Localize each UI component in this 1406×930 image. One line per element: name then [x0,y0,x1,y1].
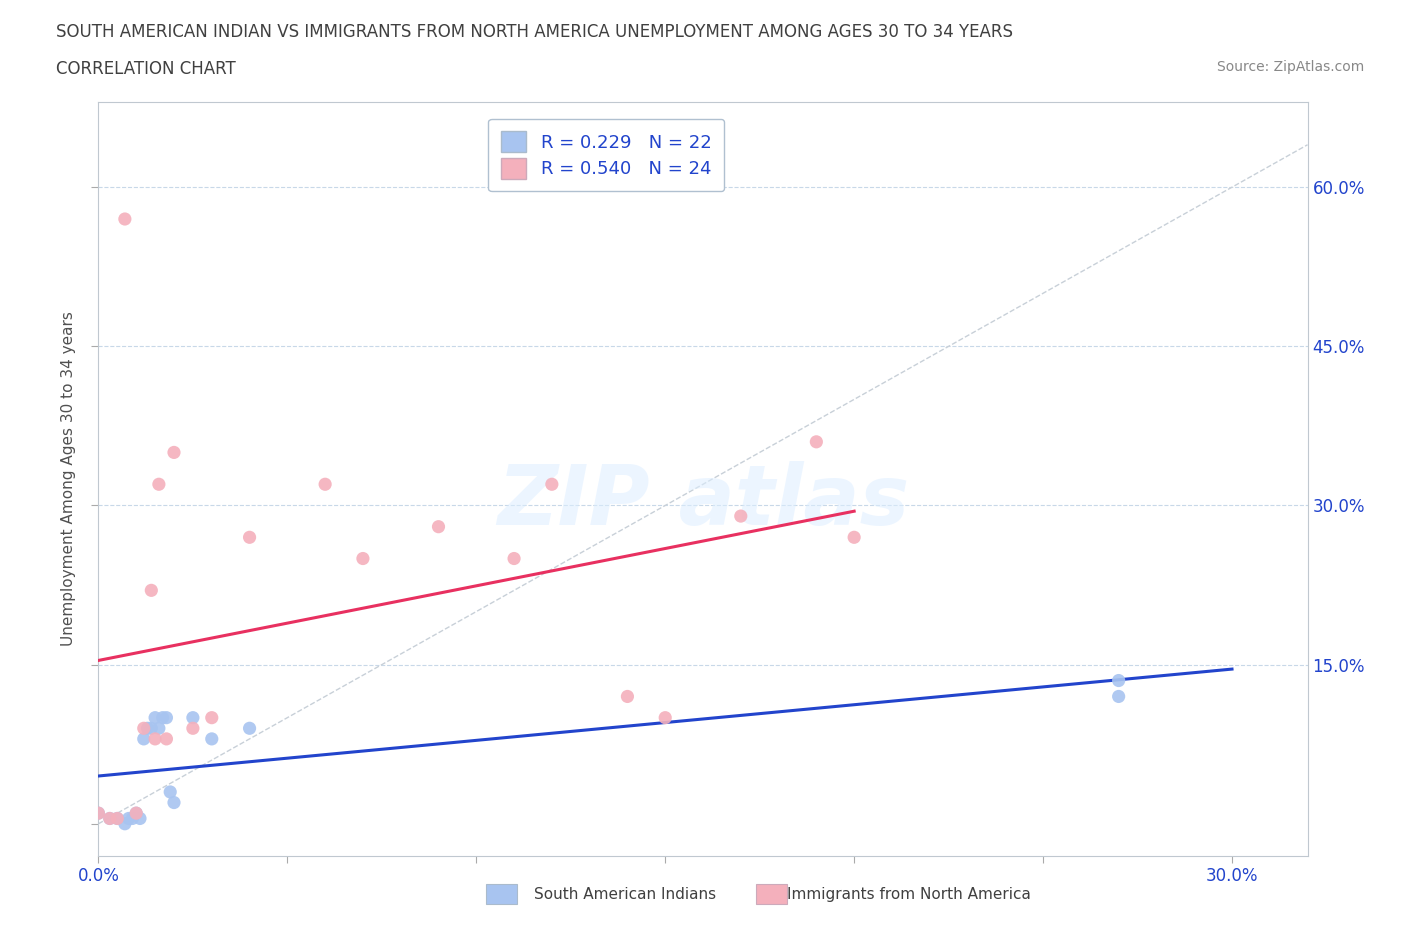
Point [806,434,828,449]
Text: Source: ZipAtlas.com: Source: ZipAtlas.com [1216,60,1364,74]
Point [98,811,121,826]
FancyBboxPatch shape [486,884,517,904]
Point [181,721,204,736]
Point [1108,673,1130,688]
Point [132,732,155,747]
Point [121,811,143,826]
Point [181,711,204,725]
Point [141,721,163,736]
Point [143,711,166,725]
Point [352,551,374,566]
Point [163,795,186,810]
Point [148,477,170,492]
Point [540,477,562,492]
Point [148,721,170,736]
Point [114,817,136,831]
Point [105,811,128,826]
Point [730,509,752,524]
Point [427,519,450,534]
Point [125,805,148,820]
Point [239,530,262,545]
Point [239,721,262,736]
Legend: R = 0.229   N = 22, R = 0.540   N = 24: R = 0.229 N = 22, R = 0.540 N = 24 [488,119,724,192]
Text: CORRELATION CHART: CORRELATION CHART [56,60,236,78]
Point [1108,689,1130,704]
Point [155,711,177,725]
Point [201,711,224,725]
Point [201,732,224,747]
Point [125,805,148,820]
Point [105,811,128,826]
Point [143,732,166,747]
Text: ZIP atlas: ZIP atlas [496,461,910,542]
Point [503,551,526,566]
Point [114,211,136,226]
Point [159,785,181,800]
Text: Immigrants from North America: Immigrants from North America [787,887,1031,902]
Point [155,732,177,747]
Point [844,530,866,545]
Point [87,805,110,820]
Text: SOUTH AMERICAN INDIAN VS IMMIGRANTS FROM NORTH AMERICA UNEMPLOYMENT AMONG AGES 3: SOUTH AMERICAN INDIAN VS IMMIGRANTS FROM… [56,23,1014,41]
Point [163,445,186,459]
Point [616,689,638,704]
Point [98,811,121,826]
Point [136,721,159,736]
Point [129,811,152,826]
FancyBboxPatch shape [756,884,787,904]
Point [118,811,141,826]
Point [87,805,110,820]
Y-axis label: Unemployment Among Ages 30 to 34 years: Unemployment Among Ages 30 to 34 years [60,312,76,646]
Text: South American Indians: South American Indians [534,887,717,902]
Point [314,477,336,492]
Point [654,711,676,725]
Point [132,721,155,736]
Point [141,583,163,598]
Point [152,711,174,725]
